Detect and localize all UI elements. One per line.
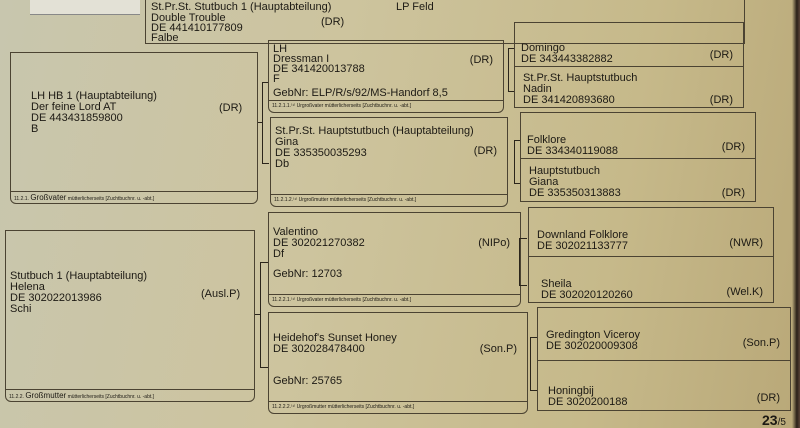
horse-name: Valentino (273, 226, 319, 238)
grandmother-id: DE 302022013986 (10, 292, 102, 304)
footer-title: Großmutter (25, 391, 67, 400)
connector (530, 337, 538, 391)
sire-registry: (Son.P) (742, 337, 780, 349)
connector (508, 48, 515, 92)
horse-name: Gina (275, 136, 299, 148)
connector (260, 262, 268, 368)
horse-id: DE 335350035293 (275, 147, 367, 159)
connector (262, 82, 269, 164)
registry: (Son.P) (479, 343, 517, 355)
sire-id: DE 302020009308 (546, 340, 638, 352)
grandfather-color: B (31, 123, 39, 135)
footer: 11.2.2.1.⁽¹⁾ Urgroßvater mütterlichersei… (269, 294, 520, 306)
sire-registry: (DR) (721, 141, 745, 153)
dam-name: Giana (529, 176, 559, 188)
parent-performance: LP Feld (396, 1, 434, 13)
page-total: /5 (777, 417, 786, 428)
horse-id: DE 302028478400 (273, 343, 365, 355)
dam-registry: (Wel.K) (726, 286, 763, 298)
footer-note: mütterlicherseits [Zuchtbuchnr. u. -abt.… (67, 196, 155, 202)
dam-registry: (DR) (756, 392, 780, 404)
horse-color: Db (275, 158, 290, 170)
connector (519, 238, 527, 286)
great-granddam-2-box: Heidehof's Sunset Honey DE 302028478400 … (268, 312, 528, 414)
sire-name: Downland Folklore (537, 229, 629, 241)
horse-color: F (273, 73, 280, 85)
dam-registry: (DR) (709, 94, 733, 106)
ancestor-pair-4: Gredington Viceroy DE 302020009308 (Son.… (537, 307, 791, 411)
sire-id: DE 302021133777 (537, 240, 628, 252)
parent-registry: (DR) (321, 16, 345, 28)
grandfather-name: Der feine Lord AT (31, 101, 117, 113)
sire-id: DE 343443382882 (521, 53, 613, 65)
registry: (NIPo) (478, 237, 510, 249)
studbook: LH (273, 43, 288, 55)
paper-edge (30, 0, 140, 15)
dam-id: DE 335350313883 (529, 187, 621, 199)
grandmother-name: Helena (10, 281, 45, 293)
footer-title: Großvater (30, 193, 67, 202)
dam-studbook: St.Pr.St. Hauptstutbuch (523, 72, 638, 84)
horse-color: Df (273, 248, 284, 260)
dam-name: Honingbij (548, 385, 594, 397)
parent-id: DE 441410177809 (151, 22, 243, 34)
registry: (DR) (469, 54, 493, 66)
grandmother-studbook: Stutbuch 1 (Hauptabteilung) (10, 270, 147, 282)
footer: 11.2.1.1.⁽¹⁾ Urgroßvater mütterlichersei… (269, 100, 503, 112)
footer: 11.2.1.2.⁽¹⁾ Urgroßmutter mütterlicherse… (271, 194, 507, 206)
footer-number: 11.2.2. (9, 394, 24, 400)
studbook: St.Pr.St. Hauptstutbuch (Hauptabteilung) (275, 125, 474, 137)
background-edge (792, 0, 800, 428)
grandfather-registry: (DR) (219, 102, 243, 114)
sire-name: Gredington Viceroy (546, 329, 640, 341)
grandfather-studbook: LH HB 1 (Hauptabteilung) (31, 90, 157, 102)
dam-registry: (DR) (721, 187, 745, 199)
dam-id: DE 302020120260 (541, 289, 633, 301)
ancestor-pair-2: Folklore DE 334340119088 (DR) Hauptstutb… (520, 112, 756, 202)
registry: (DR) (473, 145, 497, 157)
grandmother-color: Schi (10, 303, 32, 315)
ancestor-pair-1: Domingo DE 343443382882 (DR) St.Pr.St. H… (514, 22, 744, 108)
connector (514, 140, 521, 184)
connector (255, 314, 260, 315)
grandfather-id: DE 443431859800 (31, 112, 123, 124)
dam-name: Sheila (541, 278, 572, 290)
sire-name: Folklore (527, 134, 567, 146)
birth-number: GebNr: 12703 (273, 268, 343, 280)
grandmother-registry: (Ausl.P) (201, 288, 241, 300)
great-grandsire-1-box: LH Dressman I DE 341420013788 F (DR) Geb… (268, 40, 504, 113)
dam-id: DE 3020200188 (548, 396, 628, 408)
parent-name: Double Trouble (151, 12, 226, 24)
dam-studbook: Hauptstutbuch (529, 165, 600, 177)
dam-id: DE 341420893680 (523, 94, 615, 106)
horse-id: DE 341420013788 (273, 63, 365, 75)
sire-registry: (NWR) (729, 237, 763, 249)
birth-number: GebNr: ELP/R/s/92/MS-Handorf 8,5 (273, 87, 448, 99)
page-number: 23/5 (762, 412, 786, 428)
horse-name: Dressman I (273, 53, 330, 65)
grandmother-footer: 11.2.2. Großmutter mütterlicherseits [Zu… (6, 389, 254, 401)
great-grandsire-2-box: Valentino DE 302021270382 Df (NIPo) GebN… (268, 212, 521, 307)
horse-name: Heidehof's Sunset Honey (273, 332, 397, 344)
grandmother-box: Stutbuch 1 (Hauptabteilung) Helena DE 30… (5, 230, 255, 402)
footer-note: mütterlicherseits [Zuchtbuchnr. u. -abt.… (67, 394, 155, 400)
great-granddam-1-box: St.Pr.St. Hauptstutbuch (Hauptabteilung)… (270, 117, 508, 207)
page-current: 23 (762, 412, 778, 428)
footer: 11.2.2.2.⁽¹⁾ Urgroßmutter mütterlicherse… (269, 401, 527, 413)
connector (258, 122, 262, 123)
footer-number: 11.2.1. (14, 196, 29, 202)
sire-name: Domingo (521, 42, 566, 54)
parent-color: Falbe (151, 32, 179, 44)
parent-box: St.Pr.St. Stutbuch 1 (Hauptabteilung) Do… (145, 0, 745, 44)
sire-id: DE 334340119088 (527, 145, 618, 157)
dam-name: Nadin (523, 83, 552, 95)
grandfather-box: LH HB 1 (Hauptabteilung) Der feine Lord … (10, 52, 258, 204)
grandfather-footer: 11.2.1. Großvater mütterlicherseits [Zuc… (11, 191, 257, 203)
sire-registry: (DR) (709, 49, 733, 61)
ancestor-pair-3: Downland Folklore DE 302021133777 (NWR) … (528, 207, 774, 303)
horse-id: DE 302021270382 (273, 237, 365, 249)
parent-studbook: St.Pr.St. Stutbuch 1 (Hauptabteilung) (151, 1, 332, 13)
birth-number: GebNr: 25765 (273, 375, 343, 387)
